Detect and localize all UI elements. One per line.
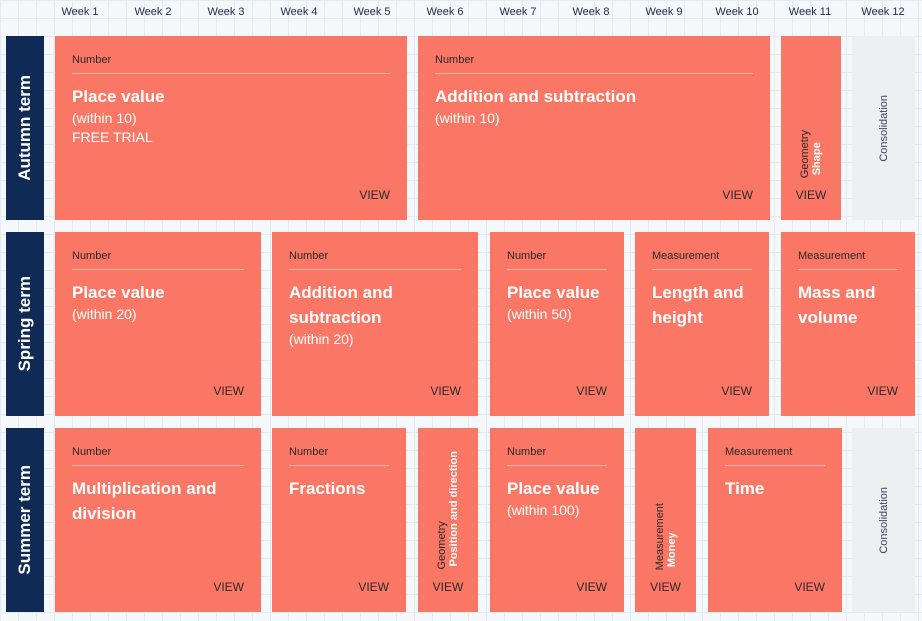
view-link[interactable]: VIEW: [722, 188, 753, 202]
term-label-text: Summer term: [15, 465, 34, 575]
block-title: Time: [725, 476, 832, 501]
week-label: Week 4: [280, 6, 318, 18]
block-subtitle: (within 50): [507, 306, 572, 322]
block-category: Number: [435, 54, 753, 74]
term-label-summer: Summer term: [6, 428, 44, 612]
view-link[interactable]: VIEW: [794, 580, 825, 594]
week-label: Week 6: [426, 6, 464, 18]
block-position-and-direction[interactable]: Geometry Position and direction VIEW: [418, 428, 478, 612]
view-link[interactable]: VIEW: [430, 384, 461, 398]
block-category: Number: [507, 446, 607, 466]
term-label-text: Autumn term: [15, 75, 34, 181]
block-place-value-within-50[interactable]: Number Place value (within 50) VIEW: [490, 232, 624, 416]
block-title: Money: [665, 532, 678, 567]
block-title: Addition and subtraction (within 10): [435, 84, 760, 128]
week-label: Week 1: [61, 6, 99, 18]
block-title-text: Time: [725, 479, 765, 498]
block-mass-and-volume[interactable]: Measurement Mass and volume VIEW: [781, 232, 915, 416]
block-place-value-within-20[interactable]: Number Place value (within 20) VIEW: [55, 232, 261, 416]
block-category: Measurement: [653, 502, 666, 570]
view-link[interactable]: VIEW: [432, 580, 464, 594]
free-trial-note: FREE TRIAL: [72, 129, 153, 145]
week-label: Week 7: [499, 6, 537, 18]
block-title-text: Addition and subtraction: [435, 87, 637, 106]
block-category: Number: [289, 250, 461, 270]
block-multiplication-and-division[interactable]: Number Multiplication and division VIEW: [55, 428, 261, 612]
week-label: Week 11: [788, 6, 832, 18]
block-title-text: Place value: [72, 87, 165, 106]
block-title-text: Multiplication and division: [72, 479, 217, 523]
view-link[interactable]: VIEW: [213, 580, 244, 594]
block-category: Geometry: [799, 129, 811, 178]
block-title-text: Addition and subtraction: [289, 283, 393, 327]
week-label: Week 9: [645, 6, 683, 18]
block-geometry-shape[interactable]: Geometry Shape VIEW: [781, 36, 841, 220]
block-category: Measurement: [652, 250, 752, 270]
block-title-text: Fractions: [289, 479, 366, 498]
block-category: Measurement: [798, 250, 898, 270]
block-subtitle: (within 20): [289, 331, 354, 347]
view-link[interactable]: VIEW: [213, 384, 244, 398]
block-title: Multiplication and division: [72, 476, 251, 526]
block-vertical-label: Measurement Money: [635, 436, 696, 570]
view-link[interactable]: VIEW: [359, 188, 390, 202]
block-subtitle: (within 10): [435, 110, 500, 126]
term-label-text: Spring term: [15, 276, 34, 372]
block-category: Geometry: [436, 521, 448, 570]
block-place-value-within-10[interactable]: Number Place value (within 10) FREE TRIA…: [55, 36, 407, 220]
week-label: Week 2: [134, 6, 172, 18]
view-link[interactable]: VIEW: [576, 580, 607, 594]
view-link[interactable]: VIEW: [576, 384, 607, 398]
view-link[interactable]: VIEW: [867, 384, 898, 398]
block-money[interactable]: Measurement Money VIEW: [635, 428, 696, 612]
view-link[interactable]: VIEW: [721, 384, 752, 398]
block-vertical-label: Geometry Position and direction: [418, 436, 478, 570]
view-link[interactable]: VIEW: [650, 580, 681, 594]
block-title-text: Place value: [72, 283, 165, 302]
block-title: Shape: [811, 141, 823, 175]
term-label-autumn: Autumn term: [6, 36, 44, 220]
block-category: Number: [72, 446, 244, 466]
block-place-value-within-100[interactable]: Number Place value (within 100) VIEW: [490, 428, 624, 612]
block-subtitle: (within 100): [507, 502, 580, 518]
consolidation-block-autumn[interactable]: Consolidation: [852, 36, 915, 220]
consolidation-label: Consolidation: [877, 486, 890, 554]
week-label: Week 8: [572, 6, 610, 18]
block-title-text: Place value: [507, 479, 600, 498]
block-title: Fractions: [289, 476, 396, 501]
week-label: Week 3: [207, 6, 245, 18]
block-title-text: Mass and volume: [798, 283, 876, 327]
block-category: Number: [72, 250, 244, 270]
block-vertical-label: Geometry Shape: [781, 44, 841, 178]
block-title: Addition and subtraction (within 20): [289, 280, 438, 349]
block-time[interactable]: Measurement Time VIEW: [708, 428, 842, 612]
block-category: Number: [507, 250, 607, 270]
block-title: Place value (within 10) FREE TRIAL: [72, 84, 397, 147]
block-title: Place value (within 100): [507, 476, 614, 520]
term-label-spring: Spring term: [6, 232, 44, 416]
block-title: Length and height: [652, 280, 759, 330]
block-title-text: Length and height: [652, 283, 744, 327]
block-category: Number: [72, 54, 390, 74]
week-label: Week 12: [861, 6, 905, 18]
block-fractions[interactable]: Number Fractions VIEW: [272, 428, 406, 612]
week-label: Week 10: [715, 6, 759, 18]
block-addition-subtraction-within-20[interactable]: Number Addition and subtraction (within …: [272, 232, 478, 416]
block-category: Number: [289, 446, 389, 466]
block-category: Measurement: [725, 446, 825, 466]
week-label: Week 5: [353, 6, 391, 18]
consolidation-label: Consolidation: [877, 94, 890, 162]
block-subtitle: (within 20): [72, 306, 137, 322]
block-title-text: Place value: [507, 283, 600, 302]
block-subtitle: (within 10): [72, 110, 137, 126]
block-title: Place value (within 20): [72, 280, 251, 324]
block-length-and-height[interactable]: Measurement Length and height VIEW: [635, 232, 769, 416]
block-title: Mass and volume: [798, 280, 905, 330]
view-link[interactable]: VIEW: [358, 580, 389, 594]
view-link[interactable]: VIEW: [795, 188, 827, 202]
block-title: Position and direction: [448, 451, 460, 567]
consolidation-block-summer[interactable]: Consolidation: [852, 428, 915, 612]
block-addition-subtraction-within-10[interactable]: Number Addition and subtraction (within …: [418, 36, 770, 220]
block-title: Place value (within 50): [507, 280, 614, 324]
